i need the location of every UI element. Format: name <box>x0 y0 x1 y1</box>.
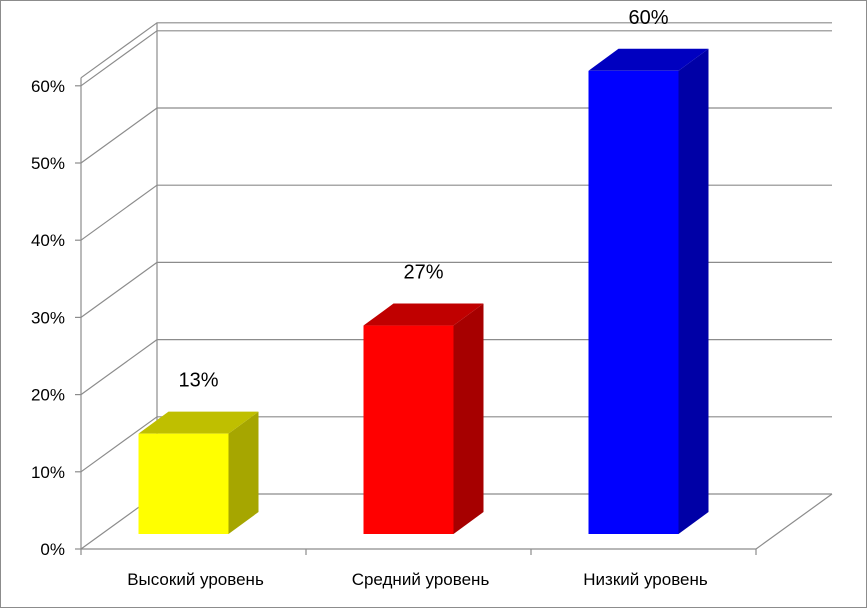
bar-front <box>138 433 229 534</box>
bar-side <box>678 48 709 535</box>
x-tick-label: Средний уровень <box>352 570 490 589</box>
gridline-40 <box>80 184 832 241</box>
data-label: 60% <box>628 7 668 29</box>
chart-walls <box>75 22 833 555</box>
bar-top <box>363 303 484 326</box>
y-tick-label: 20% <box>31 386 65 405</box>
y-tick-label: 50% <box>31 154 65 173</box>
y-tick-label: 40% <box>31 231 65 250</box>
bar-side <box>228 411 259 534</box>
y-tick-label: 10% <box>31 463 65 482</box>
x-axis-category-labels: Высокий уровень Средний уровень Низкий уро… <box>127 570 708 589</box>
y-axis-tick-labels: 0% 10% 20% 30% 40% 50% 60% <box>31 77 65 559</box>
x-tick-label: Низкий уровень <box>583 570 708 589</box>
bar-2 <box>363 303 484 534</box>
gridline-60 <box>80 30 832 87</box>
bar-1 <box>138 411 259 534</box>
gridline-50 <box>80 107 832 164</box>
y-tick-label: 60% <box>31 77 65 96</box>
chart-bars <box>138 48 709 535</box>
bar-top <box>588 48 709 71</box>
data-label: 27% <box>403 262 443 284</box>
bar-front <box>363 325 454 534</box>
bar-top <box>138 411 259 434</box>
data-label: 13% <box>178 370 218 392</box>
bar-side <box>453 303 484 534</box>
data-labels: 13% 27% 60% <box>178 7 668 392</box>
bar-front <box>588 70 679 535</box>
x-tick-label: Высокий уровень <box>127 570 264 589</box>
y-tick-label: 0% <box>40 540 65 559</box>
bar-3 <box>588 48 709 535</box>
y-tick-label: 30% <box>31 308 65 327</box>
